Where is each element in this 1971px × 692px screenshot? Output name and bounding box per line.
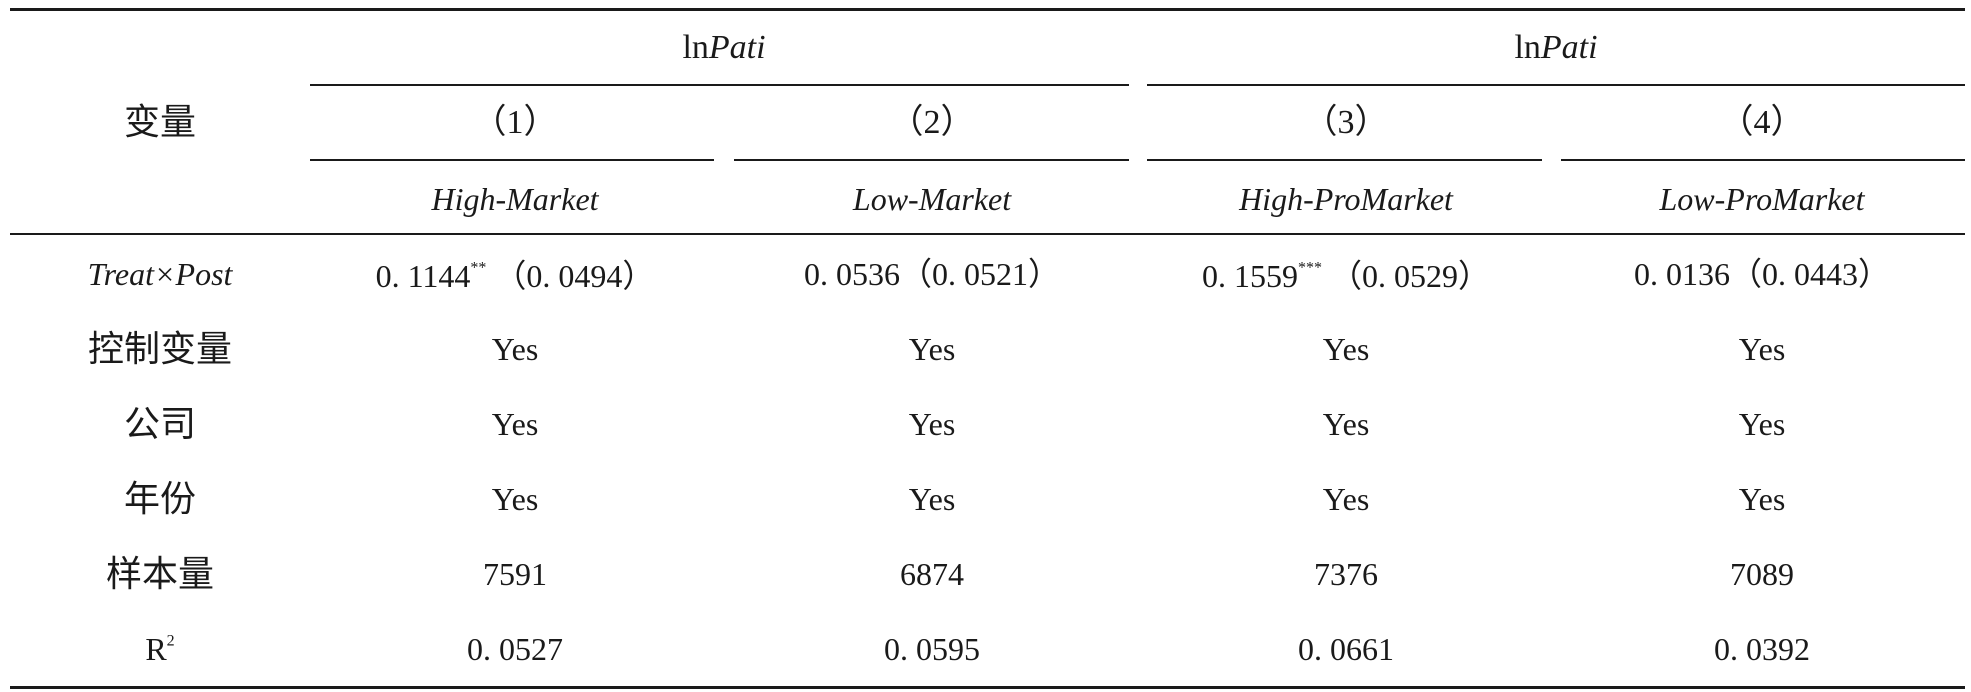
column-number-2: （2） — [889, 104, 975, 141]
row-label-sample-size: 样本量 — [105, 554, 215, 594]
variable-header: 变量 — [123, 102, 197, 142]
table-cell: Yes — [1322, 406, 1370, 442]
group-rule-right — [1147, 84, 1965, 86]
col-rule-1 — [310, 159, 714, 161]
table-cell: 6874 — [900, 556, 964, 592]
table-cell: 0. 0392 — [1714, 631, 1810, 667]
table-cell: 7089 — [1730, 556, 1794, 592]
table-cell: Yes — [491, 406, 539, 442]
col-rule-4 — [1561, 159, 1965, 161]
column-number-1: （1） — [472, 104, 558, 141]
bottom-rule — [10, 686, 1965, 689]
group-rule-left — [310, 84, 1129, 86]
column-group-2: Low-Market — [852, 181, 1012, 217]
row-label-controls: 控制变量 — [87, 329, 233, 369]
group-header-1: lnPati — [682, 29, 766, 66]
row-label-treat-post: Treat×Post — [87, 256, 233, 292]
table-cell: 0. 0527 — [467, 631, 563, 667]
table-cell: 0. 0661 — [1298, 631, 1394, 667]
top-rule — [10, 8, 1965, 11]
table-cell: Yes — [1738, 481, 1786, 517]
column-group-4: Low-ProMarket — [1659, 181, 1865, 217]
header-bottom-rule — [10, 233, 1965, 235]
row-label-r-squared: R2 — [145, 631, 175, 667]
col-rule-2 — [734, 159, 1129, 161]
row-label-year: 年份 — [123, 479, 197, 519]
table-cell: Yes — [491, 331, 539, 367]
coef-cell-3: 0. 1559*** （0. 0529） — [1201, 258, 1491, 294]
table-cell: Yes — [1322, 331, 1370, 367]
column-group-1: High-Market — [431, 181, 599, 217]
table-cell: 0. 0595 — [884, 631, 980, 667]
table-cell: Yes — [1322, 481, 1370, 517]
group-header-2: lnPati — [1514, 29, 1598, 66]
column-number-3: （3） — [1303, 104, 1389, 141]
column-group-3: High-ProMarket — [1239, 181, 1453, 217]
table-cell: Yes — [1738, 406, 1786, 442]
table-cell: 7591 — [483, 556, 547, 592]
row-label-firm: 公司 — [123, 404, 197, 444]
table-cell: Yes — [908, 406, 956, 442]
column-number-4: （4） — [1719, 104, 1805, 141]
col-rule-3 — [1147, 159, 1542, 161]
table-cell: Yes — [1738, 331, 1786, 367]
table-cell: Yes — [908, 481, 956, 517]
coef-cell-2: 0. 0536（0. 0521） — [803, 256, 1061, 292]
table-cell: 7376 — [1314, 556, 1378, 592]
coef-cell-1: 0. 1144** （0. 0494） — [375, 258, 655, 294]
table-cell: Yes — [908, 331, 956, 367]
coef-cell-4: 0. 0136（0. 0443） — [1633, 256, 1891, 292]
table-cell: Yes — [491, 481, 539, 517]
